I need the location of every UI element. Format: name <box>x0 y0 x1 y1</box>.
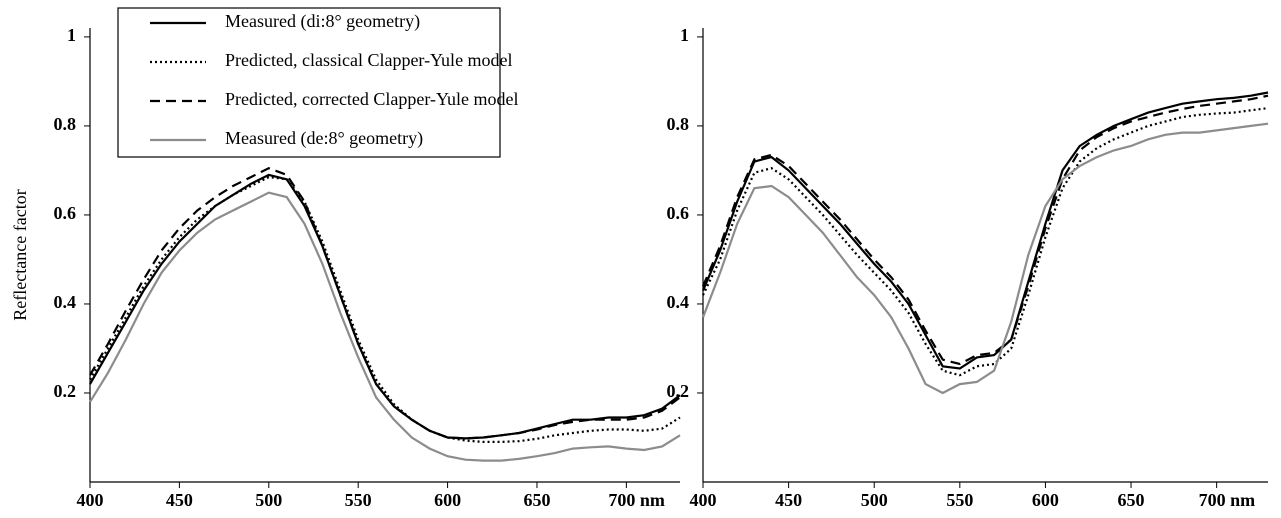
legend-label: Measured (de:8° geometry) <box>225 128 423 149</box>
series-line <box>89 173 681 440</box>
y-tick-label: 0.4 <box>667 292 690 312</box>
series-line <box>701 91 1269 370</box>
series-line <box>702 107 1269 377</box>
x-tick-label: 700 nm <box>608 490 665 510</box>
series-line <box>89 191 681 462</box>
y-tick-label: 0.4 <box>54 292 77 312</box>
y-tick-label: 0.6 <box>54 203 77 223</box>
x-tick-label: 550 <box>345 490 372 510</box>
y-tick-label: 0.8 <box>54 114 77 134</box>
legend-box <box>117 7 501 158</box>
y-tick-label: 0.2 <box>667 381 690 401</box>
y-tick-label: 1 <box>67 25 76 45</box>
series-line <box>89 167 681 440</box>
series-line <box>701 122 1269 395</box>
x-tick-label: 400 <box>77 490 104 510</box>
x-tick-label: 400 <box>690 490 717 510</box>
legend-label: Predicted, classical Clapper-Yule model <box>225 50 513 70</box>
y-axis-label: Reflectance factor <box>10 189 30 320</box>
x-tick-label: 650 <box>1118 490 1145 510</box>
y-tick-label: 0.6 <box>667 203 690 223</box>
x-tick-label: 650 <box>523 490 550 510</box>
legend-label: Measured (di:8° geometry) <box>225 11 420 32</box>
x-tick-label: 600 <box>434 490 461 510</box>
y-tick-label: 1 <box>680 25 689 45</box>
x-tick-label: 550 <box>946 490 973 510</box>
x-tick-label: 500 <box>861 490 888 510</box>
series-line <box>701 94 1269 366</box>
y-tick-label: 0.2 <box>54 381 77 401</box>
x-tick-label: 700 nm <box>1199 490 1256 510</box>
x-tick-label: 600 <box>1032 490 1059 510</box>
x-tick-label: 450 <box>166 490 193 510</box>
legend-label: Predicted, corrected Clapper-Yule model <box>225 89 519 109</box>
series-line <box>89 175 681 443</box>
x-tick-label: 450 <box>775 490 802 510</box>
x-tick-label: 500 <box>255 490 282 510</box>
y-tick-label: 0.8 <box>667 114 690 134</box>
